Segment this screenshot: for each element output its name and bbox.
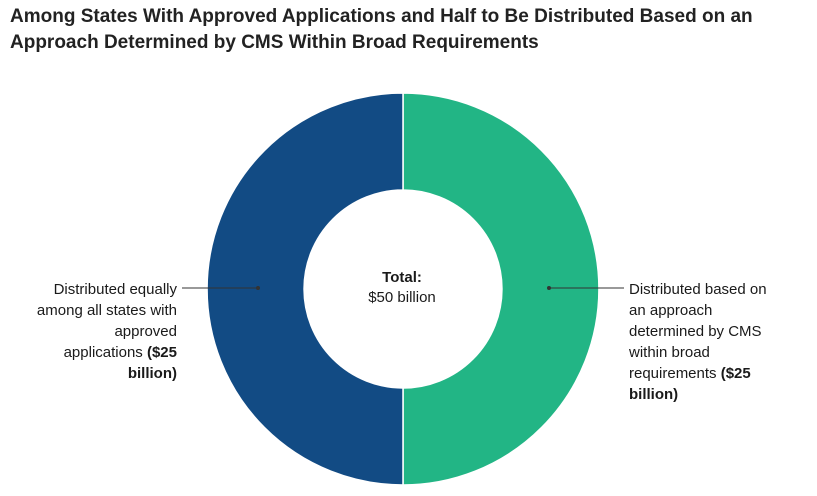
chart-title-line-2: Approach Determined by CMS Within Broad … — [10, 32, 539, 53]
right-callout-line: billion) — [629, 384, 809, 405]
right-callout-line: determined by CMS — [629, 323, 762, 340]
right-leader-dot — [547, 286, 551, 290]
left-callout-text: applications — [63, 344, 147, 361]
left-callout-amount-unit: billion) — [127, 365, 177, 382]
right-callout-line: within broad — [629, 344, 710, 361]
left-callout-line: applications ($25 — [0, 342, 177, 363]
left-callout-line: Distributed equally — [53, 281, 177, 298]
chart-title-line-1: Among States With Approved Applications … — [10, 6, 753, 27]
total-value: $50 billion — [368, 289, 436, 306]
donut-center-label: Total: $50 billion — [332, 268, 472, 308]
left-callout-line: approved — [114, 323, 177, 340]
chart-title: Among States With Approved Applications … — [10, 4, 810, 56]
right-callout-text: requirements — [629, 365, 721, 382]
donut-slice-cms-approach — [402, 92, 600, 486]
total-title: Total: — [382, 269, 422, 286]
left-slice-callout: Distributed equally among all states wit… — [0, 279, 177, 384]
left-leader-dot — [256, 286, 260, 290]
right-callout-amount-unit: billion) — [629, 386, 679, 403]
right-callout-amount: ($25 — [720, 365, 751, 382]
right-slice-callout: Distributed based on an approach determi… — [629, 279, 809, 405]
donut-slice-equal-distribution — [206, 92, 404, 486]
right-callout-line: Distributed based on — [629, 281, 767, 298]
right-callout-line: requirements ($25 — [629, 363, 809, 384]
left-callout-line: among all states with — [36, 302, 177, 319]
right-callout-line: an approach — [629, 302, 713, 319]
left-callout-line: billion) — [0, 363, 177, 384]
left-callout-amount: ($25 — [146, 344, 177, 361]
